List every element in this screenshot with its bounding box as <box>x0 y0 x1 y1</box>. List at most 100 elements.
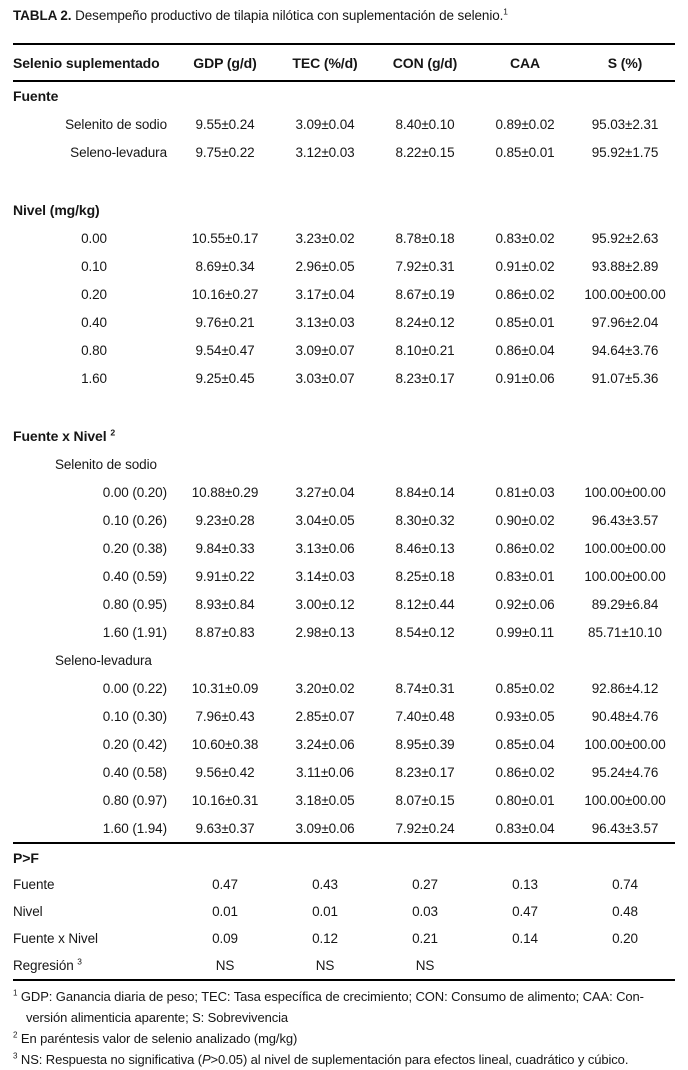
table-row: 0.40 (0.58) 9.56±0.42 3.11±0.06 8.23±0.17 0.… <box>13 758 675 786</box>
cell-value: 9.75±0.22 <box>195 144 255 160</box>
cell-value: 8.30±0.32 <box>395 512 455 528</box>
cell-value: 0.01 <box>312 904 338 919</box>
cell-value: 0.03 <box>412 904 438 919</box>
cell-value: 0.80±0.01 <box>495 792 555 808</box>
row-label: 0.00 (0.22) <box>102 680 167 696</box>
cell-value: 3.12±0.03 <box>295 144 355 160</box>
table-caption-label: TABLA 2. <box>13 8 72 23</box>
row-label: Nivel <box>13 904 43 919</box>
row-label: 0.20 (0.42) <box>102 736 167 752</box>
row-label: 1.60 <box>81 370 107 386</box>
cell-value: 9.91±0.22 <box>195 568 255 584</box>
cell-value: 8.54±0.12 <box>395 624 455 640</box>
cell-value: 100.00±00.00 <box>584 484 666 500</box>
footnote-text: NS: Respuesta no significativa ( <box>20 1052 202 1067</box>
cell-value: 0.99±0.11 <box>495 624 555 640</box>
row-label: Seleno-levadura <box>70 144 167 160</box>
row-label: 0.40 <box>81 314 107 330</box>
table-row: Nivel 0.01 0.01 0.03 0.47 0.48 <box>13 898 675 925</box>
cell-value: 0.86±0.02 <box>495 540 555 556</box>
row-label: 0.20 (0.38) <box>102 540 167 556</box>
cell-value: 8.84±0.14 <box>395 484 455 500</box>
cell-value: 0.81±0.03 <box>495 484 555 500</box>
table-row: 0.40 9.76±0.21 3.13±0.03 8.24±0.12 0.85±0.01… <box>13 308 675 336</box>
cell-value: 7.92±0.31 <box>395 258 455 274</box>
cell-value: 10.16±0.27 <box>191 286 259 302</box>
table-row: 1.60 (1.94) 9.63±0.37 3.09±0.06 7.92±0.24 0.… <box>13 814 675 843</box>
table-row: Seleno-levadura 9.75±0.22 3.12±0.03 8.22±0.… <box>13 138 675 166</box>
column-header-gdp: GDP (g/d) <box>175 44 275 82</box>
superscript-marker: 1 <box>13 988 18 998</box>
cell-value: 94.64±3.76 <box>591 342 659 358</box>
cell-value: 95.92±2.63 <box>591 230 659 246</box>
cell-value: 3.13±0.03 <box>295 314 355 330</box>
row-label: 1.60 (1.94) <box>102 820 167 836</box>
cell-value: 10.55±0.17 <box>191 230 259 246</box>
cell-value: 0.09 <box>212 931 238 946</box>
cell-value: 0.47 <box>512 904 538 919</box>
table-row: Fuente x Nivel 0.09 0.12 0.21 0.14 0.20 <box>13 925 675 952</box>
table-row: 0.10 (0.30) 7.96±0.43 2.85±0.07 7.40±0.48 0.… <box>13 702 675 730</box>
subsection-header-row: Seleno-levadura <box>13 646 675 674</box>
row-label: 0.00 <box>81 230 107 246</box>
cell-value: 95.03±2.31 <box>591 116 659 132</box>
cell-value: 8.25±0.18 <box>395 568 455 584</box>
footnote-italic-text: P <box>201 1052 211 1067</box>
footnotes: 1 GDP: Ganancia diaria de peso; TEC: Tas… <box>13 986 675 1070</box>
table-row: 0.00 (0.20) 10.88±0.29 3.27±0.04 8.84±0.14 0… <box>13 478 675 506</box>
cell-value: 7.92±0.24 <box>395 820 455 836</box>
cell-value: 91.07±5.36 <box>591 370 659 386</box>
cell-value: 95.24±4.76 <box>591 764 659 780</box>
cell-value: 0.91±0.02 <box>495 258 555 274</box>
section-header-row: P>F <box>13 842 675 871</box>
cell-value: 8.07±0.15 <box>395 792 455 808</box>
section-title: Fuente x Nivel 2 <box>13 427 116 444</box>
cell-value: 8.93±0.84 <box>195 596 255 612</box>
cell-value: 3.27±0.04 <box>295 484 355 500</box>
cell-value: 9.54±0.47 <box>195 342 255 358</box>
cell-value: 9.23±0.28 <box>195 512 255 528</box>
cell-value: 0.83±0.02 <box>495 230 555 246</box>
cell-value: 7.40±0.48 <box>395 708 455 724</box>
footnote-text: versión alimenticia aparente; S: Sobrevi… <box>26 1010 289 1025</box>
cell-value: 8.87±0.83 <box>195 624 255 640</box>
cell-value: 3.09±0.06 <box>295 820 355 836</box>
cell-value: 100.00±00.00 <box>584 540 666 556</box>
cell-value: 0.43 <box>312 877 338 892</box>
cell-value: 92.86±4.12 <box>591 680 659 696</box>
cell-value: 8.67±0.19 <box>395 286 455 302</box>
cell-value: 3.14±0.03 <box>295 568 355 584</box>
row-label: 0.10 <box>81 258 107 274</box>
table-row: 0.20 10.16±0.27 3.17±0.04 8.67±0.19 0.86±0.0… <box>13 280 675 308</box>
cell-value: 8.23±0.17 <box>395 764 455 780</box>
row-label: 1.60 (1.91) <box>102 624 167 640</box>
cell-value: 3.20±0.02 <box>295 680 355 696</box>
cell-value: 0.85±0.02 <box>495 680 555 696</box>
footnote-text: >0.05) al nivel de suplementación para e… <box>210 1052 629 1067</box>
superscript-marker: 2 <box>110 427 116 438</box>
cell-value: 95.92±1.75 <box>591 144 659 160</box>
row-label: 0.20 <box>81 286 107 302</box>
cell-value: 3.04±0.05 <box>295 512 355 528</box>
table-row: 0.80 (0.97) 10.16±0.31 3.18±0.05 8.07±0.15 0… <box>13 786 675 814</box>
row-label: 0.80 (0.97) <box>102 792 167 808</box>
row-label: Fuente <box>13 877 55 892</box>
cell-value: 3.23±0.02 <box>295 230 355 246</box>
cell-value: 8.12±0.44 <box>395 596 455 612</box>
row-label: 0.10 (0.30) <box>102 708 167 724</box>
cell-value: 0.86±0.02 <box>495 286 555 302</box>
superscript-marker: 2 <box>13 1030 18 1040</box>
table-row: 0.20 (0.38) 9.84±0.33 3.13±0.06 8.46±0.13 0.… <box>13 534 675 562</box>
cell-value: 10.88±0.29 <box>191 484 259 500</box>
column-header-con: CON (g/d) <box>375 44 475 82</box>
table-row: 0.00 (0.22) 10.31±0.09 3.20±0.02 8.74±0.31 0… <box>13 674 675 702</box>
footnote: 1 GDP: Ganancia diaria de peso; TEC: Tas… <box>13 986 675 1028</box>
cell-value: 9.55±0.24 <box>195 116 255 132</box>
column-header-tec: TEC (%/d) <box>275 44 375 82</box>
cell-value: 10.60±0.38 <box>191 736 259 752</box>
cell-value: 8.46±0.13 <box>395 540 455 556</box>
table-header: Selenio suplementado GDP (g/d) TEC (%/d)… <box>13 44 675 82</box>
cell-value <box>475 952 575 980</box>
cell-value: 97.96±2.04 <box>591 314 659 330</box>
